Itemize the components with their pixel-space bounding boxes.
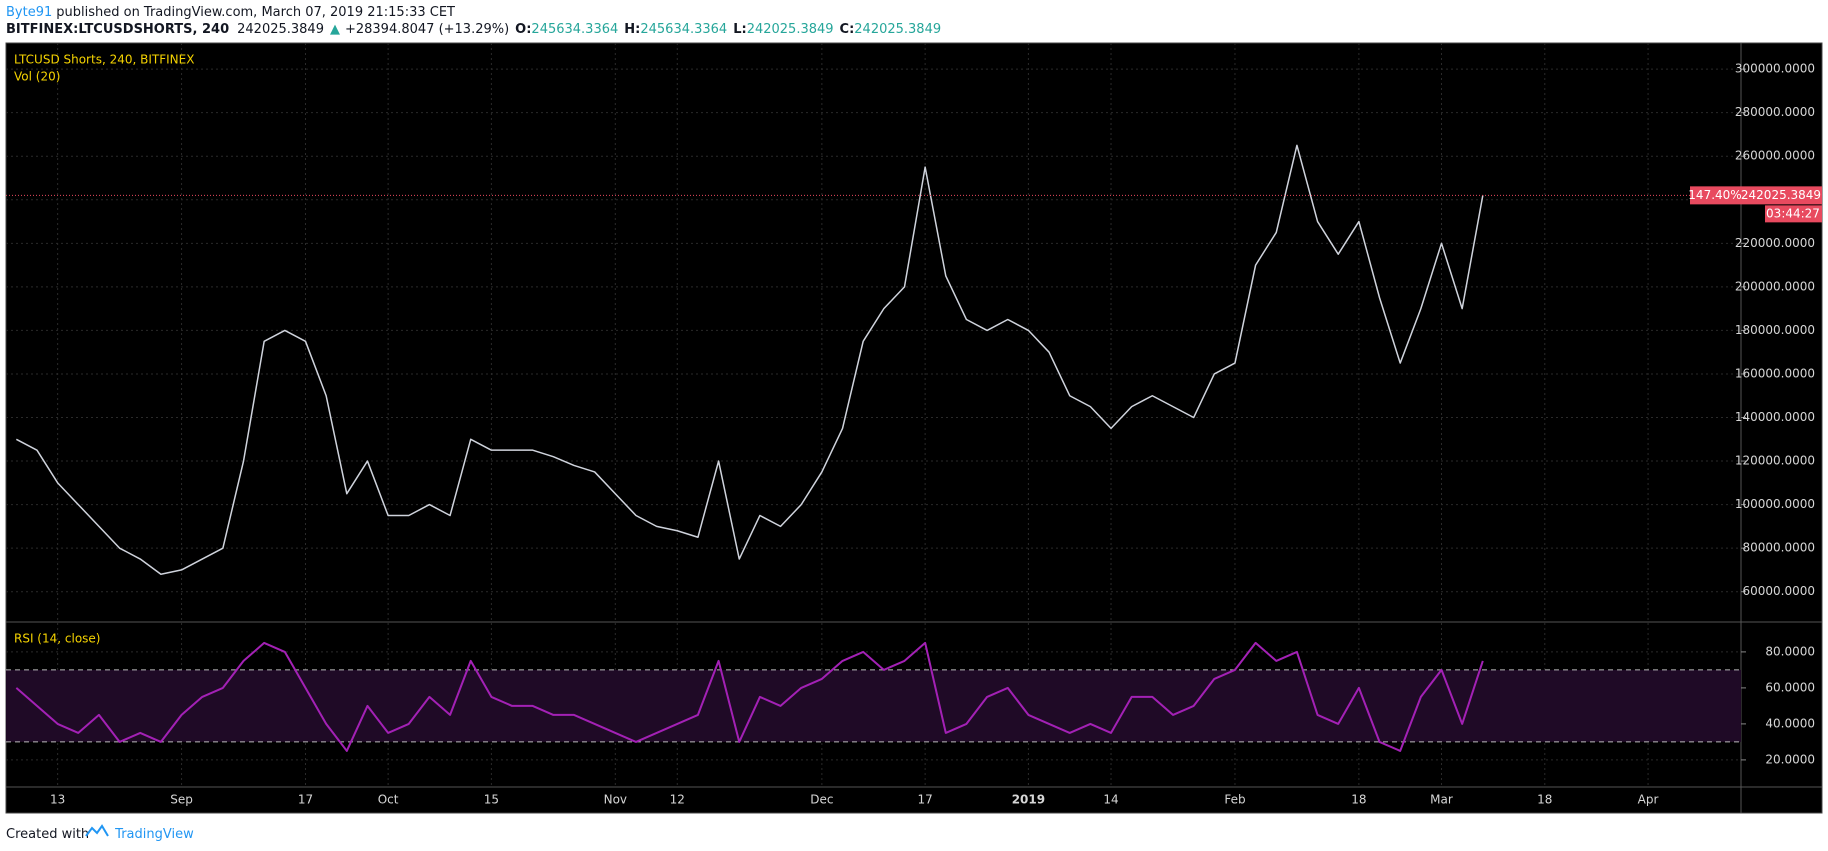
ohlc-value: 245634.3364: [640, 22, 727, 37]
x-tick-label: Nov: [604, 793, 627, 807]
x-tick-label: Feb: [1224, 793, 1245, 807]
ohlc-value: 242025.3849: [747, 22, 834, 37]
change-tag: [1690, 186, 1741, 205]
y-tick-label: 280000.0000: [1735, 105, 1815, 119]
y-tick-label: 260000.0000: [1735, 149, 1815, 163]
x-tick-label: 13: [50, 793, 65, 807]
x-tick-label: 18: [1537, 793, 1552, 807]
ohlc-label: O:: [515, 22, 531, 37]
change-tag-text: 147.40%: [1688, 188, 1741, 202]
indicator-label: Vol (20): [14, 70, 60, 84]
price-tag: [1741, 186, 1822, 205]
plot: 13 Sep 17 Oct 15 Nov 12 Dec 17 2019 14 Feb 18 Mar 18 Ap…: [6, 43, 1822, 807]
author-link[interactable]: Byte91: [6, 5, 52, 20]
change-arrow: ▲: [330, 22, 340, 37]
y-tick-label: 60.0000: [1765, 680, 1815, 694]
y-tick-label: 80000.0000: [1742, 541, 1815, 555]
y-tick-label: 300000.0000: [1735, 62, 1815, 76]
x-tick-label: 15: [484, 793, 499, 807]
y-tick-label: 60000.0000: [1742, 584, 1815, 598]
x-tick-label: Oct: [378, 793, 399, 807]
header-line: Byte91 published on TradingView.com, Marc…: [6, 5, 455, 20]
published-text: published on TradingView.com, March 07, …: [56, 5, 455, 20]
chart-title: LTCUSD Shorts, 240, BITFINEX: [14, 53, 194, 67]
y-tick-label: 20.0000: [1765, 752, 1815, 766]
y-tick-label: 220000.0000: [1735, 236, 1815, 250]
ohlc-value: 245634.3364: [531, 22, 618, 37]
price-tag-text: 242025.3849: [1741, 188, 1821, 202]
brand-logo: [85, 824, 109, 837]
y-tick-label: 200000.0000: [1735, 279, 1815, 293]
x-tick-label: Dec: [810, 793, 833, 807]
brand-link[interactable]: TradingView: [114, 827, 194, 842]
symbol-line: BITFINEX:LTCUSDSHORTS, 240 242025.3849 ▲ +2…: [6, 22, 941, 37]
y-tick-label: 80.0000: [1765, 644, 1815, 658]
x-tick-label: 18: [1351, 793, 1366, 807]
x-tick-label: Mar: [1430, 793, 1453, 807]
countdown-tag: [1765, 205, 1822, 223]
x-tick-label: 14: [1103, 793, 1118, 807]
ohlc-label: C:: [840, 22, 855, 37]
y-tick-label: 120000.0000: [1735, 454, 1815, 468]
y-tick-label: 140000.0000: [1735, 410, 1815, 424]
x-tick-label: 17: [298, 793, 313, 807]
ohlc-label: L:: [733, 22, 746, 37]
y-tick-label: 100000.0000: [1735, 497, 1815, 511]
created-with: Created with: [6, 827, 89, 842]
symbol: BITFINEX:LTCUSDSHORTS, 240: [6, 22, 229, 37]
rsi-band: [6, 669, 1741, 742]
x-tick-label: 2019: [1012, 793, 1045, 807]
x-tick-label: Sep: [170, 793, 193, 807]
y-tick-label: 40.0000: [1765, 716, 1815, 730]
countdown-text: 03:44:27: [1766, 206, 1820, 220]
rsi-title: RSI (14, close): [14, 632, 100, 646]
x-tick-label: 17: [917, 793, 932, 807]
x-tick-label: 12: [670, 793, 685, 807]
series-line: [15, 144, 1484, 576]
y-tick-label: 180000.0000: [1735, 323, 1815, 337]
last-price: 242025.3849: [237, 22, 324, 37]
ohlc-label: H:: [624, 22, 640, 37]
ohlc-value: 242025.3849: [854, 22, 941, 37]
x-tick-label: Apr: [1638, 793, 1659, 807]
change: +28394.8047 (+13.29%): [345, 22, 509, 37]
y-tick-label: 160000.0000: [1735, 366, 1815, 380]
footer-text: Created with TradingView: [6, 827, 194, 842]
series-line: [15, 641, 1484, 752]
